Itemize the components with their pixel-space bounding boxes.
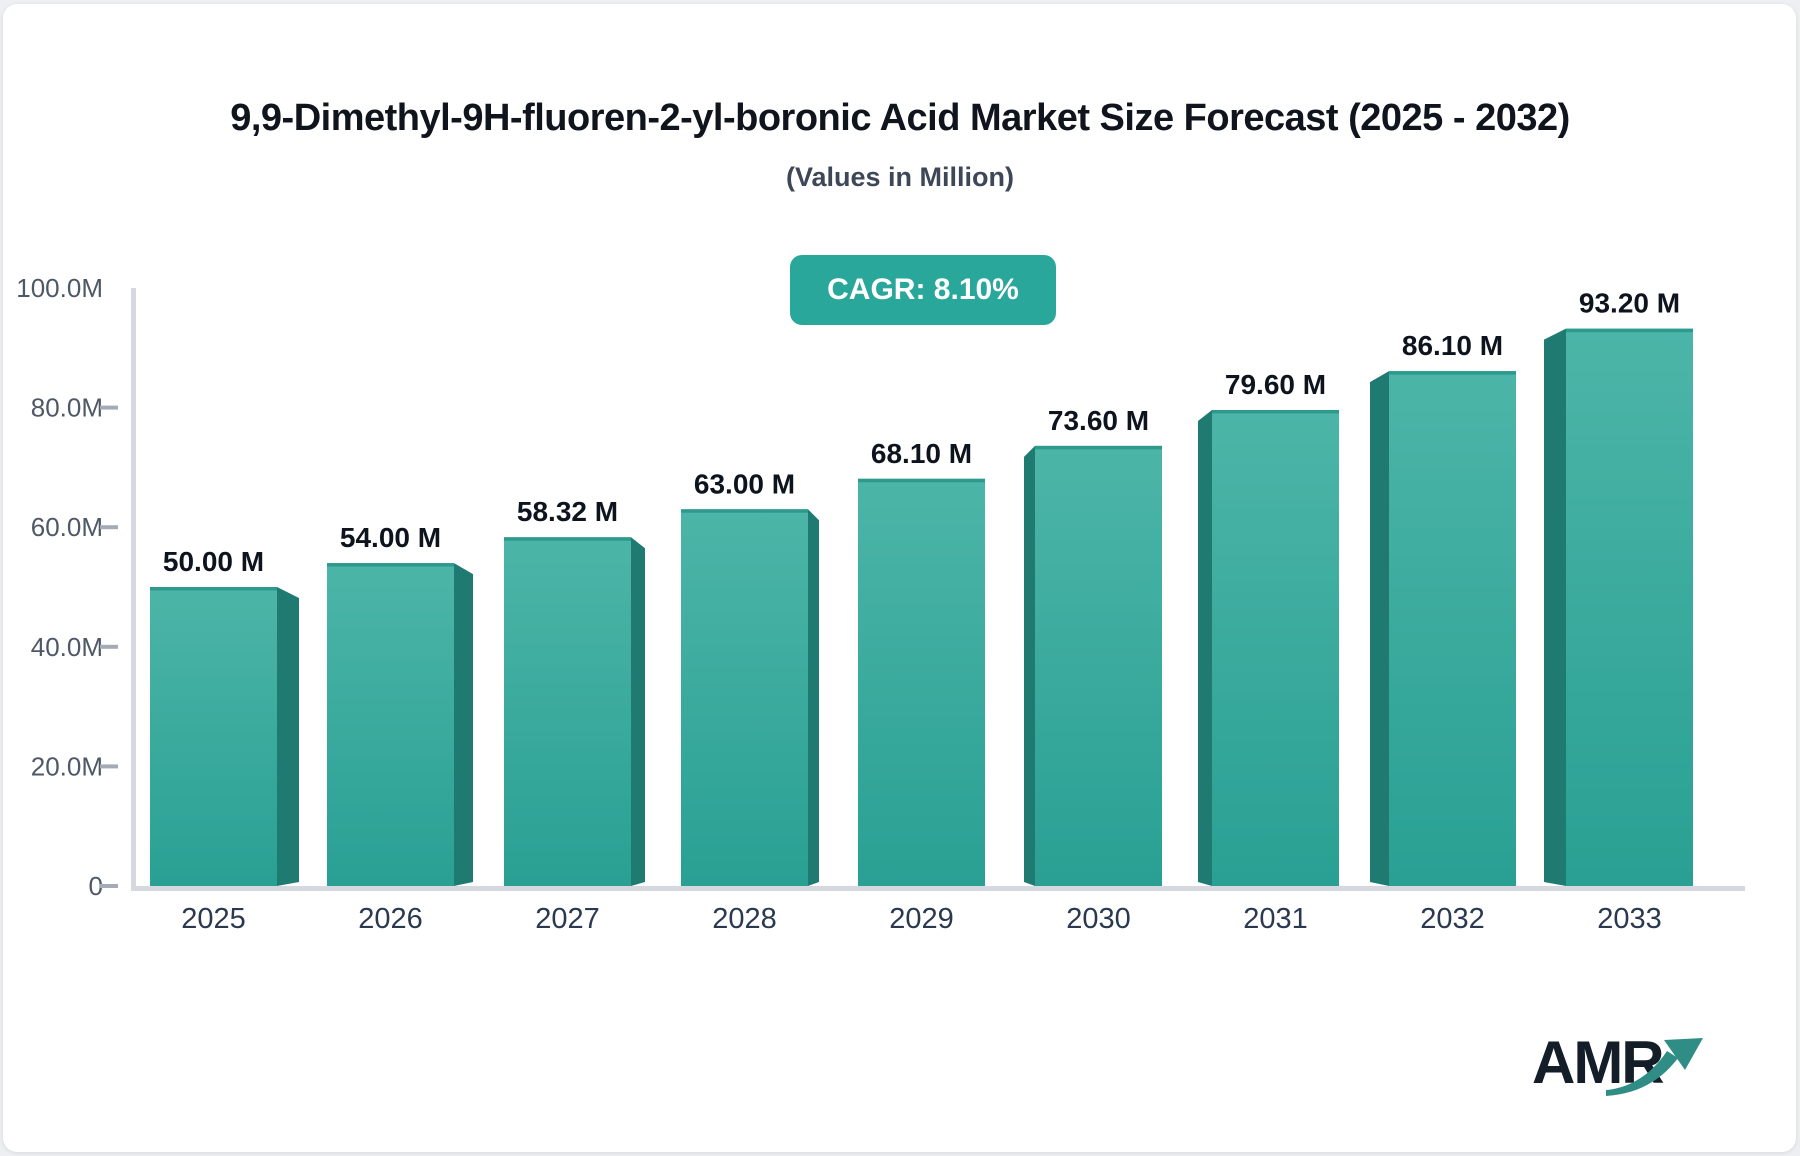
y-axis-tick-label: 20.0M bbox=[31, 751, 103, 781]
bar-front-face bbox=[327, 563, 454, 886]
bar-value-label: 68.10 M bbox=[871, 438, 972, 469]
bar-front-face bbox=[504, 537, 631, 886]
bar-value-label: 86.10 M bbox=[1402, 330, 1503, 361]
bar-side-face bbox=[1370, 371, 1389, 886]
y-axis-tick-mark bbox=[100, 405, 118, 410]
chart-title: 9,9-Dimethyl-9H-fluoren-2-yl-boronic Aci… bbox=[230, 97, 1570, 139]
y-axis-line bbox=[131, 288, 136, 891]
bar-value-label: 63.00 M bbox=[694, 468, 795, 499]
bar-top-edge bbox=[1212, 409, 1339, 414]
bar-side-face bbox=[454, 563, 473, 886]
bar-top-edge bbox=[681, 509, 808, 513]
bar-top-edge bbox=[1035, 445, 1162, 450]
bar-top-edge bbox=[504, 537, 631, 541]
x-axis-label: 2027 bbox=[535, 903, 600, 935]
amr-logo: AMR bbox=[1532, 1028, 1732, 1118]
bar-top-edge bbox=[1566, 328, 1693, 333]
bar-value-label: 93.20 M bbox=[1579, 288, 1680, 319]
y-axis-tick-label: 80.0M bbox=[31, 393, 103, 423]
y-axis-tick-mark bbox=[100, 764, 118, 769]
x-axis-label: 2031 bbox=[1243, 903, 1308, 935]
bar-top-edge bbox=[327, 563, 454, 567]
x-axis-label: 2029 bbox=[889, 903, 954, 935]
bar-side-face bbox=[808, 509, 819, 886]
bar-value-label: 54.00 M bbox=[340, 522, 441, 553]
y-axis-tick-label: 100.0M bbox=[16, 273, 103, 303]
bar-front-face bbox=[1212, 409, 1339, 886]
y-axis-tick-mark bbox=[100, 525, 118, 530]
y-axis-tick-label: 0 bbox=[89, 871, 103, 901]
y-axis-tick-label: 60.0M bbox=[31, 512, 103, 542]
bar-value-label: 79.60 M bbox=[1225, 369, 1326, 400]
x-axis-label: 2026 bbox=[358, 903, 423, 935]
bar-side-face bbox=[277, 587, 299, 886]
bar-top-edge bbox=[858, 478, 985, 483]
bar-side-face bbox=[1544, 328, 1566, 886]
bar-side-face bbox=[1198, 409, 1212, 886]
bar-front-face bbox=[1566, 328, 1693, 886]
chart-subtitle: (Values in Million) bbox=[785, 162, 1015, 192]
x-axis-label: 2033 bbox=[1597, 903, 1662, 935]
bar-value-label: 50.00 M bbox=[163, 546, 264, 577]
bar-value-label: 58.32 M bbox=[517, 496, 618, 527]
y-axis-tick-mark bbox=[100, 884, 118, 888]
bar-side-face bbox=[631, 537, 645, 886]
x-axis-line bbox=[131, 886, 1745, 891]
x-axis-label: 2032 bbox=[1420, 903, 1485, 935]
y-axis-tick-label: 40.0M bbox=[31, 632, 103, 662]
x-axis-label: 2030 bbox=[1066, 903, 1131, 935]
bar-value-label: 73.60 M bbox=[1048, 405, 1149, 436]
x-axis-label: 2025 bbox=[181, 903, 246, 935]
bar-front-face bbox=[150, 587, 277, 886]
cagr-badge: CAGR: 8.10% bbox=[790, 255, 1056, 325]
bar-front-face bbox=[1035, 445, 1162, 886]
y-axis-tick-mark bbox=[100, 644, 118, 649]
bar-front-face bbox=[681, 509, 808, 886]
x-axis-label: 2028 bbox=[712, 903, 777, 935]
bar-side-face bbox=[1024, 445, 1035, 886]
bar-front-face bbox=[1389, 371, 1516, 886]
bar-front-face bbox=[858, 478, 985, 886]
bar-top-edge bbox=[1389, 371, 1516, 375]
bar-top-edge bbox=[150, 587, 277, 591]
growth-arrow-icon bbox=[1606, 1038, 1703, 1096]
